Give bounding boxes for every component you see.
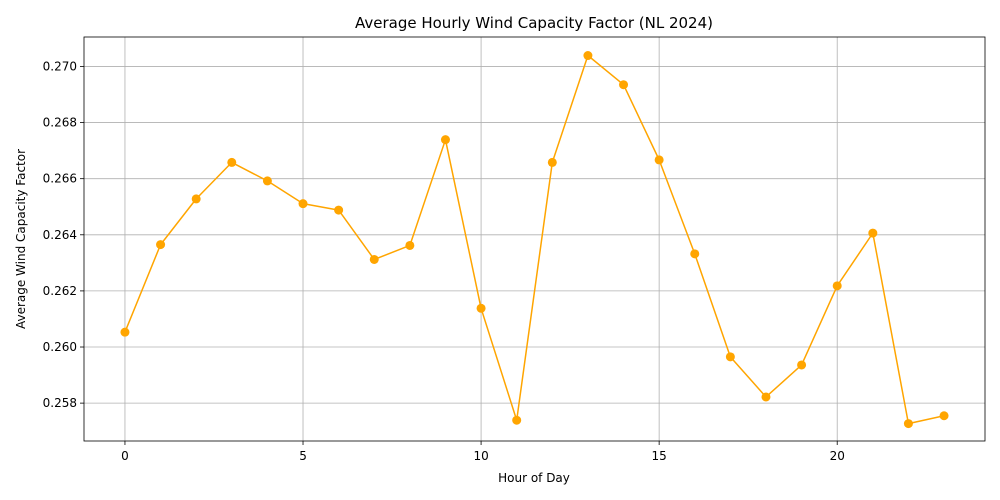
series-line <box>124 54 945 425</box>
x-axis-label: Hour of Day <box>498 471 570 485</box>
data-point <box>227 157 237 167</box>
x-tick-label: 15 <box>652 449 667 463</box>
data-point <box>797 360 807 370</box>
y-tick-label: 0.270 <box>43 59 77 73</box>
y-tick-label: 0.258 <box>43 396 77 410</box>
x-tick-label: 10 <box>473 449 488 463</box>
data-point <box>156 240 166 250</box>
data-point <box>654 155 664 165</box>
data-point <box>761 392 771 402</box>
data-point <box>369 254 379 264</box>
y-axis-label: Average Wind Capacity Factor <box>14 149 28 329</box>
data-point <box>583 51 593 61</box>
x-tick-label: 5 <box>299 449 307 463</box>
data-point <box>440 135 450 145</box>
y-tick-label: 0.264 <box>43 228 77 242</box>
data-point <box>832 281 842 291</box>
y-axis-ticks: 0.258 0.260 0.262 0.264 0.266 0.268 0.270 <box>43 59 84 410</box>
data-point <box>868 228 878 238</box>
data-point <box>619 80 629 90</box>
x-tick-label: 0 <box>121 449 129 463</box>
x-axis-ticks: 0 5 10 15 20 <box>121 441 845 463</box>
y-tick-label: 0.266 <box>43 172 77 186</box>
data-point <box>903 419 913 429</box>
y-tick-label: 0.268 <box>43 116 77 130</box>
data-point <box>476 303 486 313</box>
plot-frame <box>83 36 986 442</box>
data-point <box>262 176 272 186</box>
grid-lines <box>84 37 985 441</box>
data-point <box>512 415 522 425</box>
data-point <box>191 194 201 204</box>
data-point <box>725 352 735 362</box>
data-point <box>547 157 557 167</box>
data-point <box>405 240 415 250</box>
data-point <box>120 327 130 337</box>
y-tick-label: 0.260 <box>43 340 77 354</box>
data-point <box>690 249 700 259</box>
data-point <box>298 199 308 209</box>
data-point <box>939 411 949 421</box>
x-tick-label: 20 <box>830 449 845 463</box>
y-tick-label: 0.262 <box>43 284 77 298</box>
data-point <box>334 205 344 215</box>
series-layer <box>120 51 949 429</box>
chart-title: Average Hourly Wind Capacity Factor (NL … <box>355 14 713 32</box>
